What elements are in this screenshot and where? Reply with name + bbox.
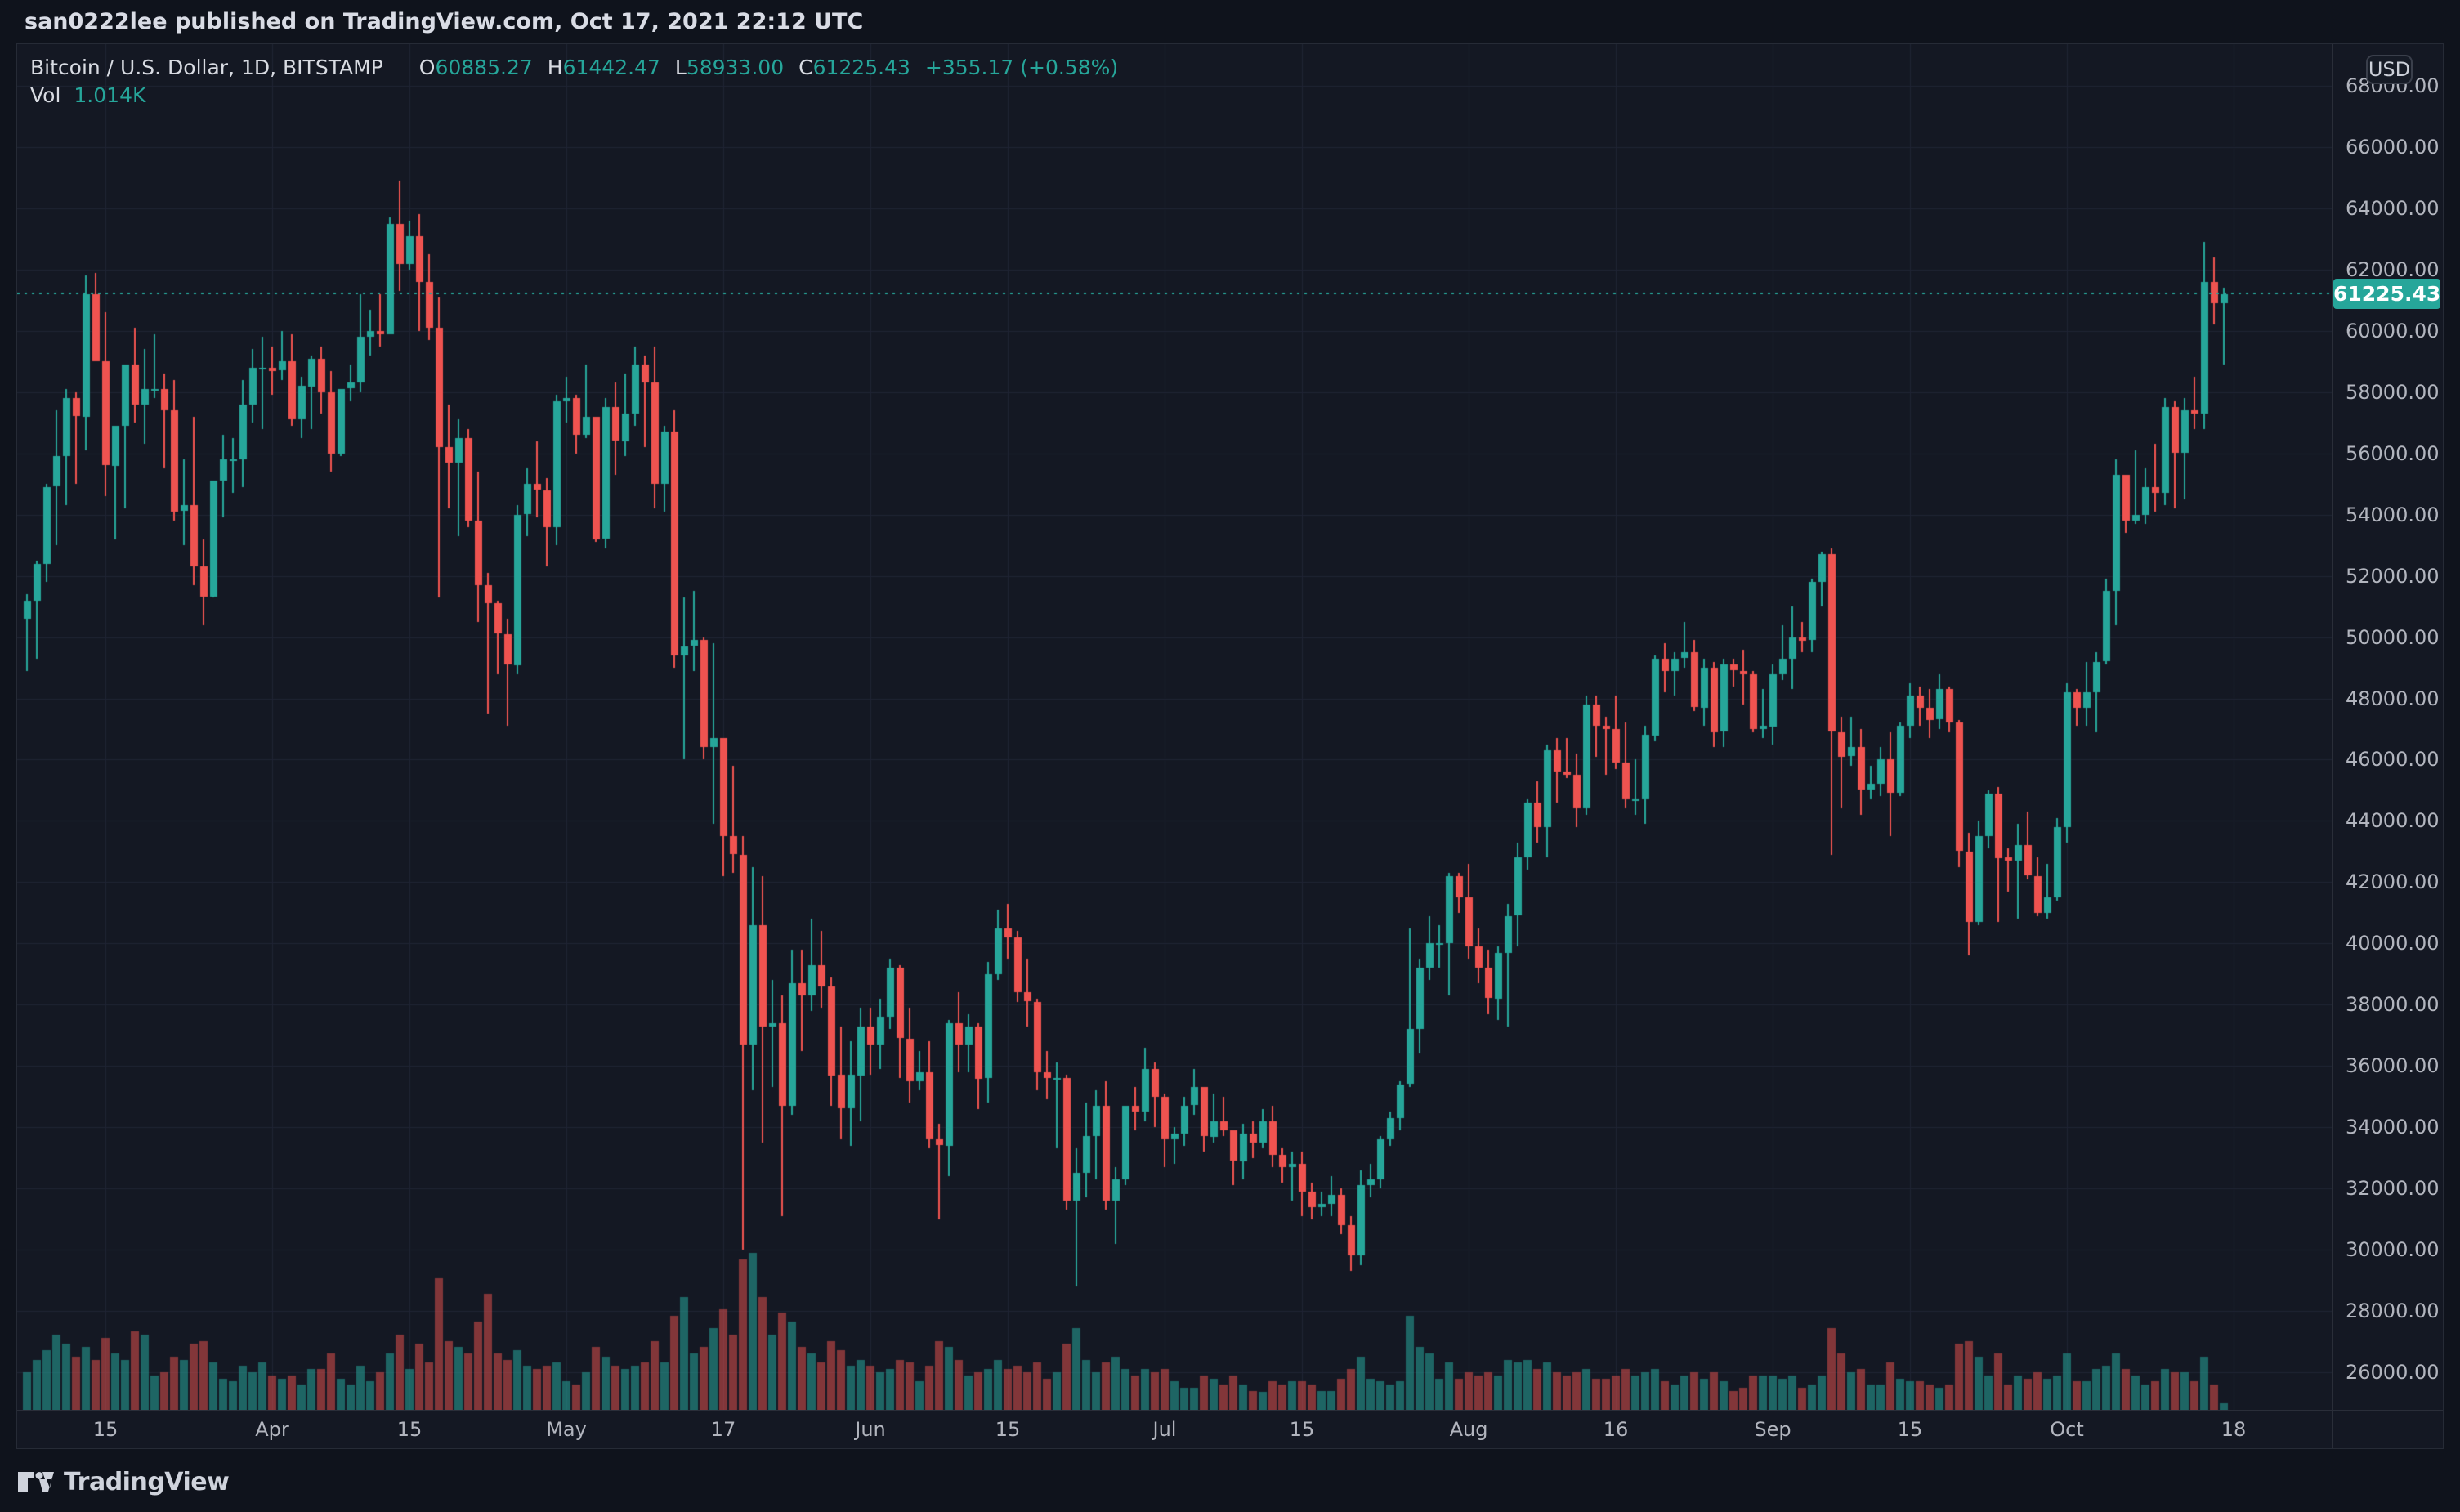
price-tick-label: 44000.00 (2346, 809, 2440, 832)
price-tick-label: 34000.00 (2346, 1116, 2440, 1138)
time-tick-label: Jul (1152, 1418, 1177, 1441)
ohlc-key: C (798, 56, 813, 79)
time-tick-label: 15 (396, 1418, 423, 1441)
price-tick-label: 32000.00 (2346, 1177, 2440, 1200)
price-axis-divider (2332, 44, 2333, 1448)
tradingview-logo-icon (18, 1472, 54, 1492)
legend-symbol-row: Bitcoin / U.S. Dollar, 1D, BITSTAMP O6088… (30, 54, 1118, 82)
currency-button[interactable]: USD (2366, 55, 2413, 84)
ohlc-key: H (547, 56, 563, 79)
ohlc-value: 61442.47 (562, 56, 660, 79)
last-price-label: 61225.43 (2333, 279, 2440, 309)
price-tick-label: 38000.00 (2346, 993, 2440, 1016)
time-tick-label: 15 (995, 1418, 1021, 1441)
time-tick-label: 17 (710, 1418, 736, 1441)
ohlc-value: 58933.00 (686, 56, 785, 79)
price-tick-label: 64000.00 (2346, 197, 2440, 220)
ohlc-key: L (674, 56, 687, 79)
time-tick-label: 15 (1289, 1418, 1315, 1441)
chart-widget: Bitcoin / U.S. Dollar, 1D, BITSTAMP O6088… (16, 43, 2444, 1449)
price-tick-label: 48000.00 (2346, 687, 2440, 710)
time-tick-label: Jun (855, 1418, 886, 1441)
time-tick-label: Apr (255, 1418, 289, 1441)
tradingview-branding[interactable]: TradingView (18, 1465, 230, 1499)
price-tick-label: 26000.00 (2346, 1361, 2440, 1384)
time-axis[interactable]: 15 Apr 15 May 17 Jun 15 Jul 15 Aug 16 Sep 15 Oct 18 (17, 1411, 2332, 1448)
price-tick-label: 58000.00 (2346, 381, 2440, 404)
time-tick-label: 18 (2221, 1418, 2247, 1441)
price-tick-label: 56000.00 (2346, 442, 2440, 465)
candlestick-chart-canvas[interactable] (17, 44, 2332, 1410)
price-tick-label: 36000.00 (2346, 1054, 2440, 1077)
price-tick-label: 62000.00 (2346, 258, 2440, 281)
ohlc-value: 60885.27 (435, 56, 533, 79)
price-tick-label: 46000.00 (2346, 748, 2440, 771)
legend-volume-row: Vol 1.014K (30, 82, 1118, 110)
price-tick-label: 50000.00 (2346, 626, 2440, 649)
ohlc-values: O60885.27 H61442.47 L58933.00 C61225.43 (405, 56, 910, 79)
time-tick-label: Aug (1449, 1418, 1488, 1441)
ohlc-value: 61225.43 (812, 56, 910, 79)
time-tick-label: 15 (1897, 1418, 1923, 1441)
time-tick-label: 15 (92, 1418, 119, 1441)
tradingview-logo-text: TradingView (64, 1467, 230, 1496)
time-tick-label: Sep (1754, 1418, 1791, 1441)
time-tick-label: 16 (1603, 1418, 1629, 1441)
symbol-title[interactable]: Bitcoin / U.S. Dollar, 1D, BITSTAMP (30, 56, 383, 79)
time-tick-label: Oct (2050, 1418, 2084, 1441)
price-tick-label: 66000.00 (2346, 136, 2440, 159)
time-axis-divider (17, 1410, 2443, 1411)
price-tick-label: 42000.00 (2346, 870, 2440, 893)
publish-header: san0222lee published on TradingView.com,… (25, 9, 864, 34)
price-tick-label: 30000.00 (2346, 1238, 2440, 1261)
price-axis[interactable]: 68000.00 66000.00 64000.00 62000.00 60000.00… (2333, 44, 2443, 1410)
volume-label: Vol (30, 83, 61, 107)
time-tick-label: May (546, 1418, 587, 1441)
price-tick-label: 40000.00 (2346, 932, 2440, 955)
price-tick-label: 52000.00 (2346, 565, 2440, 588)
volume-value: 1.014K (74, 83, 146, 107)
change-value: +355.17 (+0.58%) (924, 56, 1119, 79)
price-tick-label: 28000.00 (2346, 1300, 2440, 1322)
chart-legend: Bitcoin / U.S. Dollar, 1D, BITSTAMP O6088… (30, 54, 1118, 110)
price-tick-label: 60000.00 (2346, 320, 2440, 342)
price-tick-label: 54000.00 (2346, 503, 2440, 526)
ohlc-key: O (418, 56, 436, 79)
